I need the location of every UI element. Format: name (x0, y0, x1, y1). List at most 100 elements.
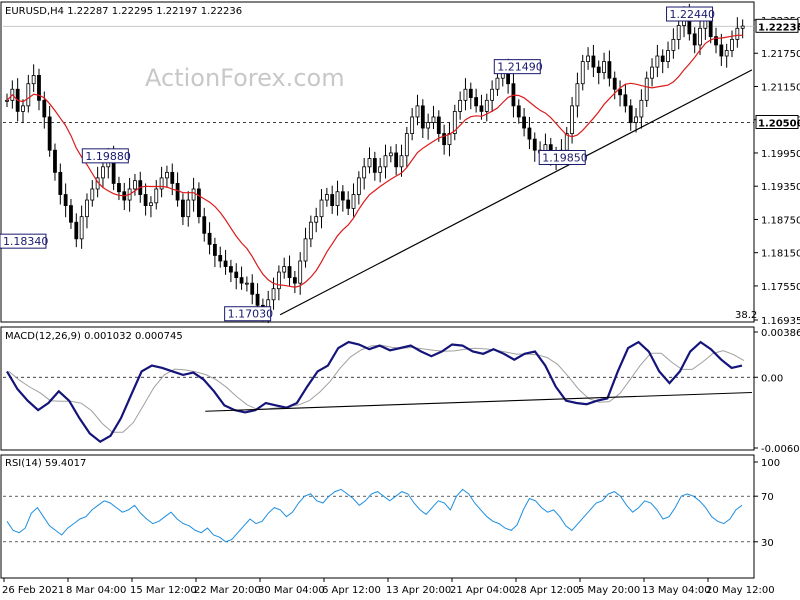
candle (628, 99, 633, 131)
candle (372, 151, 377, 181)
rsi-tick-label: 30 (761, 538, 774, 549)
candle (223, 249, 228, 275)
candle (149, 196, 153, 218)
candle (692, 27, 697, 54)
svg-text:1.19850: 1.19850 (542, 152, 588, 165)
candle (452, 104, 457, 141)
candle (612, 71, 617, 100)
candle (431, 105, 436, 130)
candle (367, 147, 372, 174)
candle (458, 91, 463, 120)
candle (730, 30, 734, 58)
candle (213, 237, 217, 268)
candle (378, 157, 383, 183)
price-annotation: 1.19880 (81, 148, 131, 164)
x-tick-label: 5 May 20:00 (578, 585, 640, 596)
candle (676, 18, 681, 50)
candle (644, 71, 649, 107)
price-annotation: 1.19850 (538, 150, 588, 166)
candle (63, 183, 68, 218)
candle (426, 113, 431, 140)
candle (335, 180, 340, 216)
price-tick-label: 1.17550 (761, 282, 800, 293)
candle (324, 187, 329, 207)
price-annotation: 1.21490 (493, 59, 543, 75)
candle (404, 126, 409, 168)
price-panel-title: EURUSD,H4 1.22287 1.22295 1.22197 1.2223… (5, 6, 242, 17)
candle (447, 122, 452, 157)
candle (314, 207, 319, 233)
candle (650, 58, 654, 87)
candle (618, 80, 622, 107)
candle (383, 144, 388, 179)
candle (463, 78, 468, 111)
price-tick-label: 1.21150 (761, 82, 800, 93)
rsi-line (6, 488, 743, 543)
candle (575, 72, 580, 118)
candle (474, 88, 479, 113)
candle (234, 263, 239, 290)
candle (484, 93, 489, 122)
candle (202, 207, 207, 242)
candle (90, 180, 95, 207)
candle (239, 266, 244, 290)
candle (698, 19, 702, 55)
candle (218, 246, 223, 268)
candle (228, 259, 233, 283)
fib-label: 38.2 (735, 310, 757, 321)
price-tick-label: 1.21750 (761, 49, 800, 60)
candle (415, 94, 420, 126)
reference-price-tag: 1.20500 (755, 114, 800, 129)
svg-text:1.18340: 1.18340 (3, 235, 49, 248)
candle (37, 68, 41, 111)
candle (634, 108, 638, 133)
candle (714, 27, 718, 54)
macd-trendline (205, 391, 753, 412)
x-tick-label: 13 Apr 20:00 (386, 585, 451, 596)
svg-text:1.22236: 1.22236 (758, 22, 800, 33)
candle (671, 28, 676, 59)
candle (74, 213, 79, 248)
candle (58, 163, 63, 205)
macd-line (6, 340, 743, 444)
candle (591, 44, 596, 78)
candle (442, 124, 447, 155)
candle (319, 188, 324, 229)
svg-text:1.21490: 1.21490 (497, 61, 543, 74)
current-price-tag: 1.22236 (755, 18, 800, 33)
candle (330, 185, 335, 214)
x-tick-label: 20 May 12:00 (706, 585, 775, 596)
candle (101, 160, 105, 188)
candle (468, 82, 473, 110)
candle (479, 94, 484, 120)
candle (117, 176, 121, 201)
rsi-panel-title: RSI(14) 59.4017 (5, 458, 86, 469)
macd-tick-label: 0.00 (761, 373, 783, 384)
candle (308, 215, 313, 248)
x-tick-label: 6 Apr 12:00 (322, 585, 381, 596)
candle (602, 52, 606, 80)
candle (719, 33, 724, 66)
candle (303, 227, 308, 268)
candle (85, 193, 89, 229)
candle (69, 198, 73, 229)
candle (154, 180, 159, 210)
candle (79, 205, 84, 249)
macd-tick-label: 0.003864 (761, 328, 800, 339)
watermark: ActionForex.com (145, 64, 345, 92)
candle (490, 80, 495, 112)
candle (181, 193, 185, 225)
price-annotation: 1.17030 (224, 306, 273, 322)
candle (596, 60, 601, 85)
candle (53, 143, 57, 181)
candle (623, 83, 628, 113)
candle (410, 108, 415, 141)
candle (362, 157, 367, 190)
rsi-tick-label: 100 (761, 458, 780, 469)
sma-line (6, 34, 743, 288)
x-tick-label: 22 Mar 20:00 (194, 585, 261, 596)
price-tick-label: 1.19350 (761, 182, 800, 193)
candle (186, 191, 191, 227)
macd-tick-label: -0.006038 (761, 444, 800, 455)
